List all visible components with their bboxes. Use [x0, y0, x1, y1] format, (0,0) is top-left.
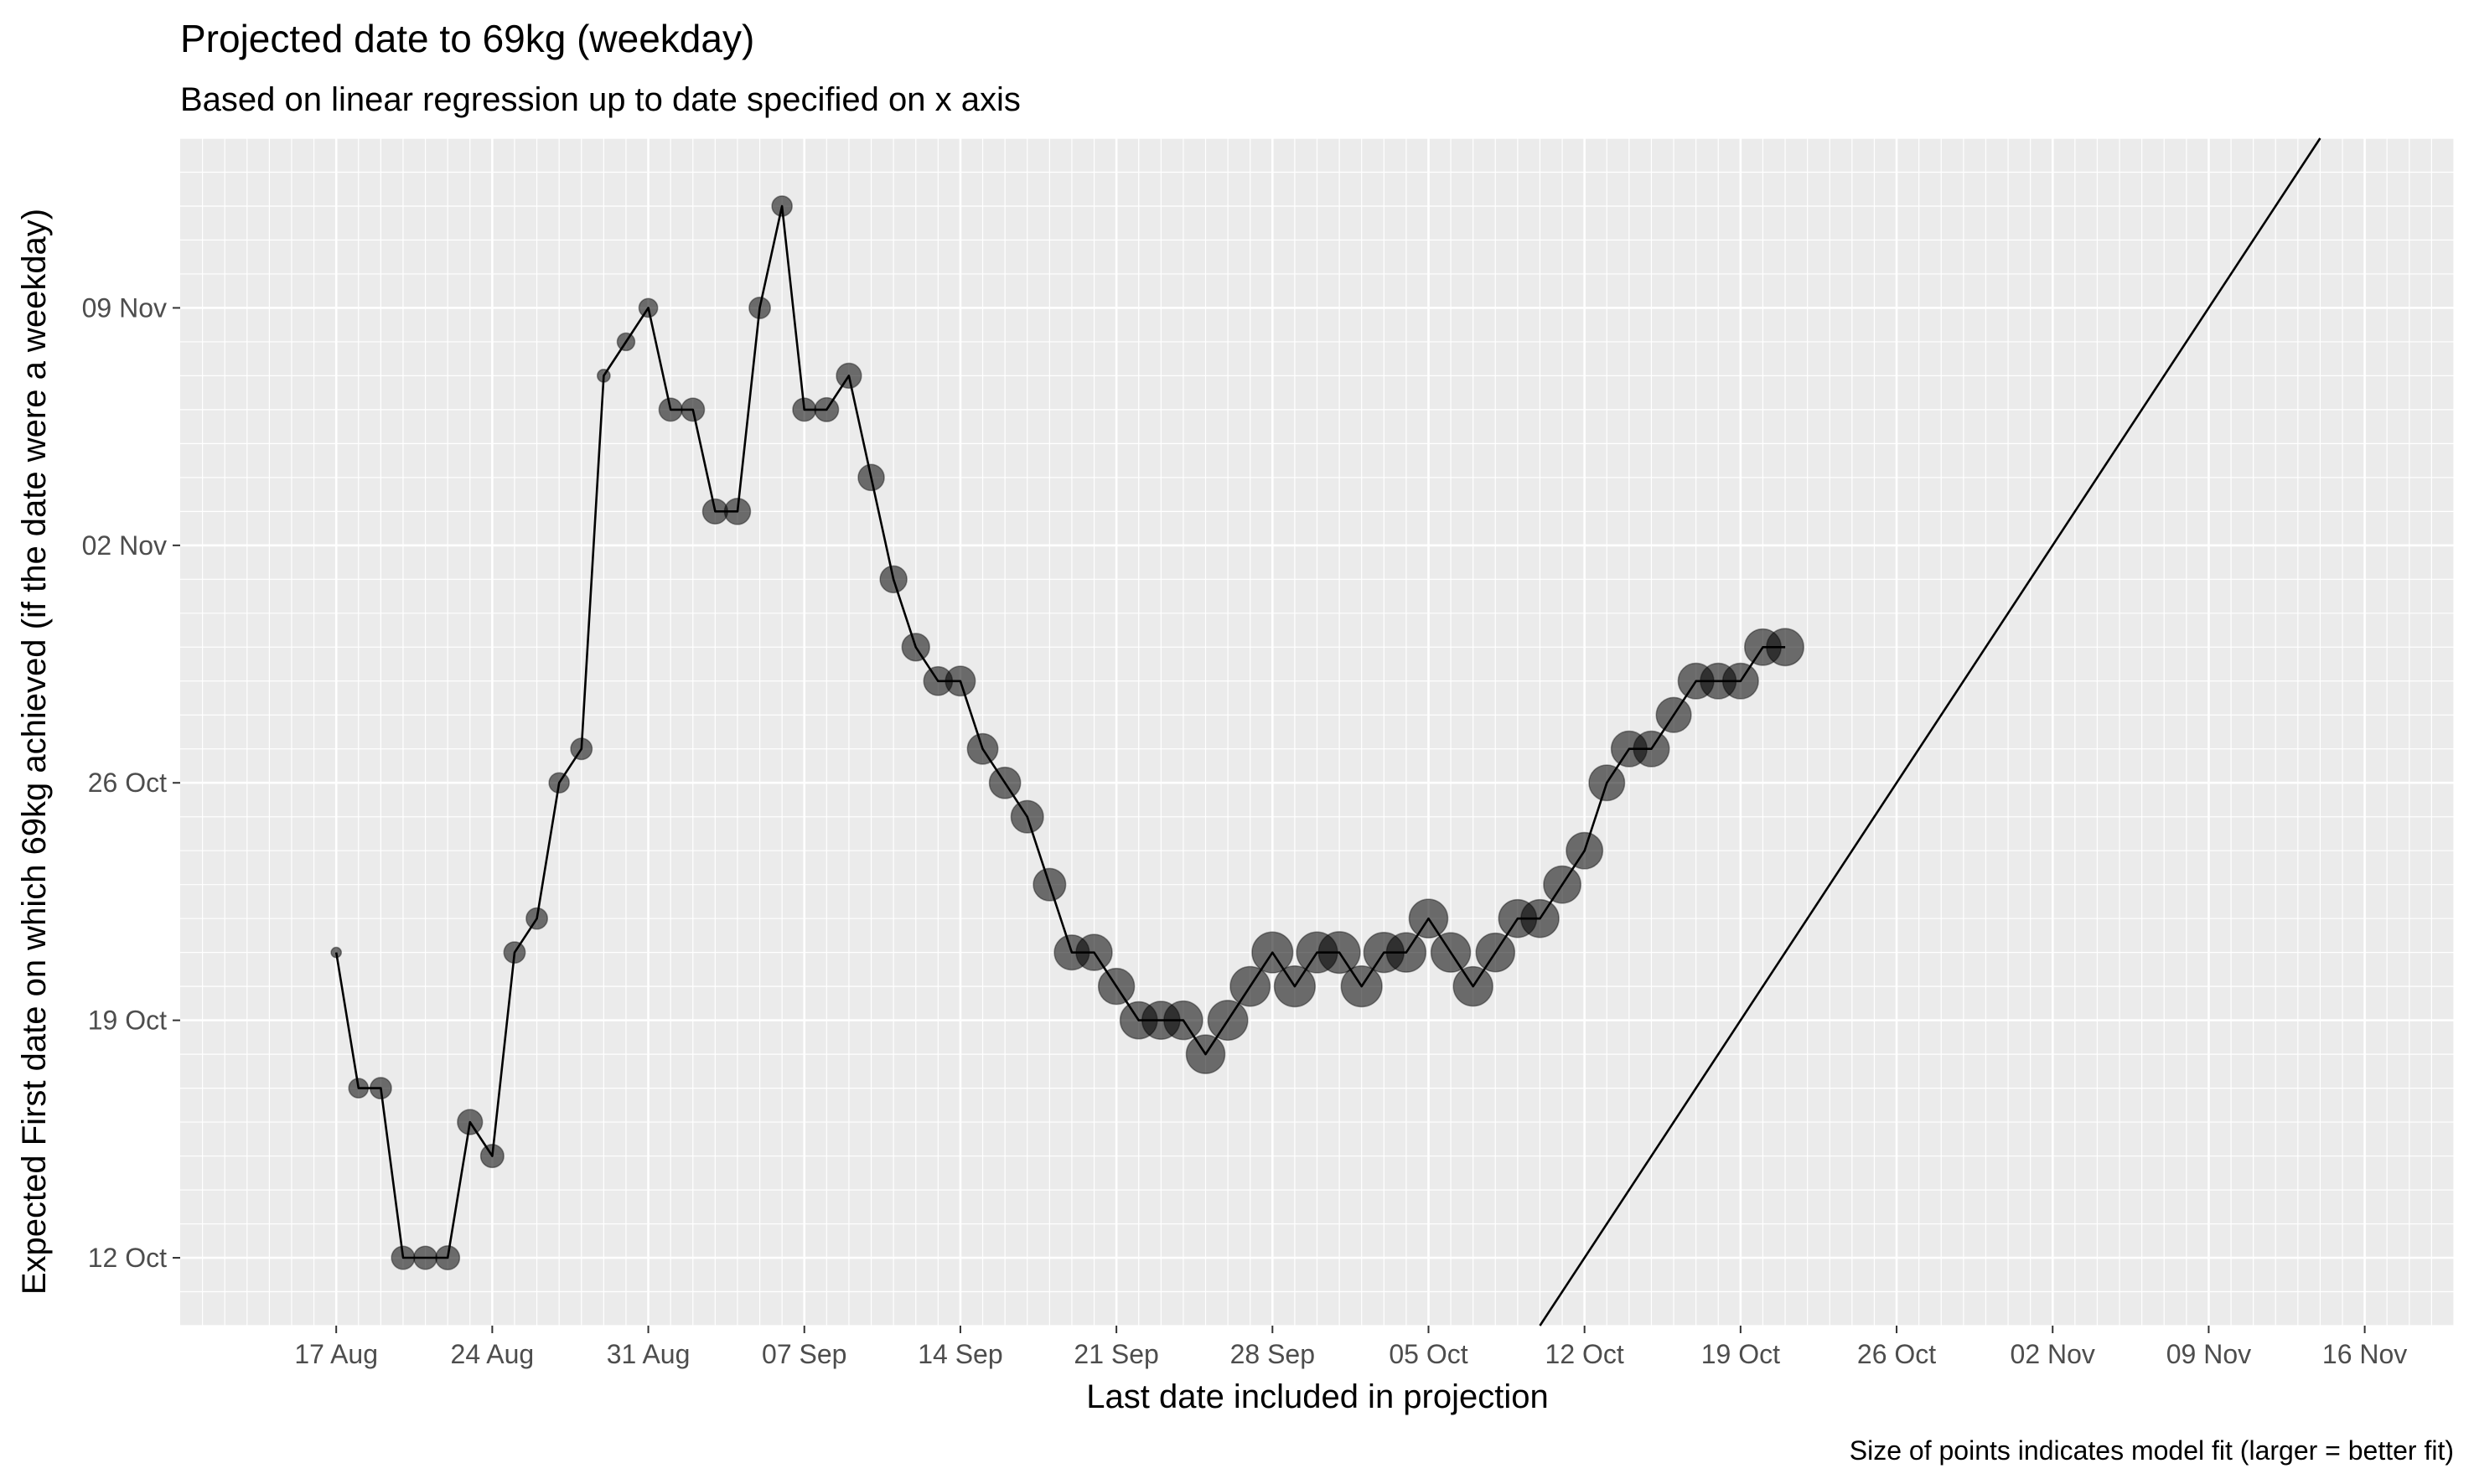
projection-point [857, 463, 885, 492]
projection-point [836, 362, 862, 390]
plot-panel [180, 137, 2455, 1326]
projection-point [1010, 799, 1044, 834]
projection-point [1033, 867, 1067, 902]
projection-point [1097, 967, 1136, 1006]
projection-point [548, 772, 570, 794]
projection-point [638, 297, 659, 318]
projection-point [413, 1245, 438, 1270]
projection-point [1385, 932, 1427, 973]
projection-point [901, 633, 930, 662]
y-tick-label: 02 Nov [82, 530, 167, 561]
x-tick-label: 17 Aug [294, 1339, 378, 1369]
projection-point [879, 565, 908, 594]
projection-point [1633, 730, 1670, 768]
y-tick-label: 09 Nov [82, 292, 167, 323]
projection-point [1185, 1034, 1226, 1074]
x-tick-label: 31 Aug [607, 1339, 691, 1369]
x-axis-title: Last date included in projection [1086, 1378, 1548, 1415]
x-tick-label: 05 Oct [1389, 1339, 1467, 1369]
projection-point [1766, 628, 1804, 667]
projection-point [1163, 1000, 1203, 1041]
projection-point [1655, 696, 1692, 733]
major-gridlines [180, 138, 2454, 1326]
projection-point [1229, 965, 1271, 1007]
projection-point [1075, 933, 1113, 971]
projection-point [966, 732, 999, 765]
projection-point [1408, 898, 1449, 938]
projection-point [1430, 932, 1472, 973]
x-tick-label: 16 Nov [2322, 1339, 2407, 1369]
projection-point [1273, 965, 1317, 1008]
x-tick-label: 07 Sep [762, 1339, 846, 1369]
projection-point [1207, 1000, 1249, 1042]
projection-point [596, 369, 611, 383]
projection-point [771, 195, 793, 217]
projection-point [1566, 831, 1604, 870]
projection-point [435, 1245, 461, 1271]
projection-point [369, 1077, 392, 1100]
x-tick-label: 26 Oct [1857, 1339, 1936, 1369]
y-axis: 12 Oct 19 Oct 26 Oct 02 Nov 09 Nov [82, 292, 180, 1273]
projection-point [1588, 764, 1626, 802]
projection-point [1452, 965, 1493, 1007]
projection-point [1251, 931, 1294, 974]
projection-point [1340, 965, 1383, 1008]
projection-point [479, 1144, 505, 1169]
projection-point [503, 941, 526, 964]
x-axis: 17 Aug 24 Aug 31 Aug 07 Sep 14 Sep 21 Sep 28 S… [294, 1326, 2407, 1369]
x-tick-label: 21 Sep [1074, 1339, 1158, 1369]
projection-point [1475, 932, 1516, 973]
projection-point [814, 396, 840, 422]
projection-point [945, 665, 976, 697]
projection-point [681, 397, 706, 422]
y-tick-label: 26 Oct [88, 768, 167, 798]
projection-point [988, 766, 1022, 799]
projection-point [616, 332, 636, 352]
projection-point [525, 907, 549, 930]
reference-line [1539, 137, 2321, 1326]
x-tick-label: 14 Sep [918, 1339, 1002, 1369]
chart-title: Projected date to 69kg (weekday) [180, 17, 754, 60]
fit-caption: Size of points indicates model fit (larg… [1850, 1435, 2454, 1466]
chart-subtitle: Based on linear regression up to date sp… [180, 81, 1021, 118]
y-tick-label: 19 Oct [88, 1006, 167, 1036]
projection-point [570, 737, 593, 761]
x-tick-label: 02 Nov [2011, 1339, 2095, 1369]
x-tick-label: 28 Sep [1230, 1339, 1315, 1369]
projection-point [330, 946, 343, 959]
y-axis-title: Expected First date on which 69kg achiev… [16, 209, 53, 1295]
x-tick-label: 24 Aug [451, 1339, 535, 1369]
projection-point [1721, 662, 1759, 700]
projection-point [748, 296, 771, 319]
projection-point [1317, 931, 1361, 975]
y-tick-label: 12 Oct [88, 1243, 167, 1273]
x-tick-label: 12 Oct [1545, 1339, 1624, 1369]
projection-point [457, 1109, 484, 1135]
projection-points [330, 195, 1804, 1271]
reference-line-layer [1539, 137, 2321, 1326]
projection-point [1543, 865, 1581, 904]
projection-point [1520, 898, 1560, 938]
projection-point [792, 397, 817, 422]
projection-point [723, 498, 752, 525]
x-tick-label: 09 Nov [2166, 1339, 2251, 1369]
x-tick-label: 19 Oct [1701, 1339, 1780, 1369]
projection-point [348, 1078, 370, 1099]
projection-point [391, 1245, 416, 1270]
projection-point [658, 397, 683, 422]
minor-gridlines [180, 137, 2455, 1326]
